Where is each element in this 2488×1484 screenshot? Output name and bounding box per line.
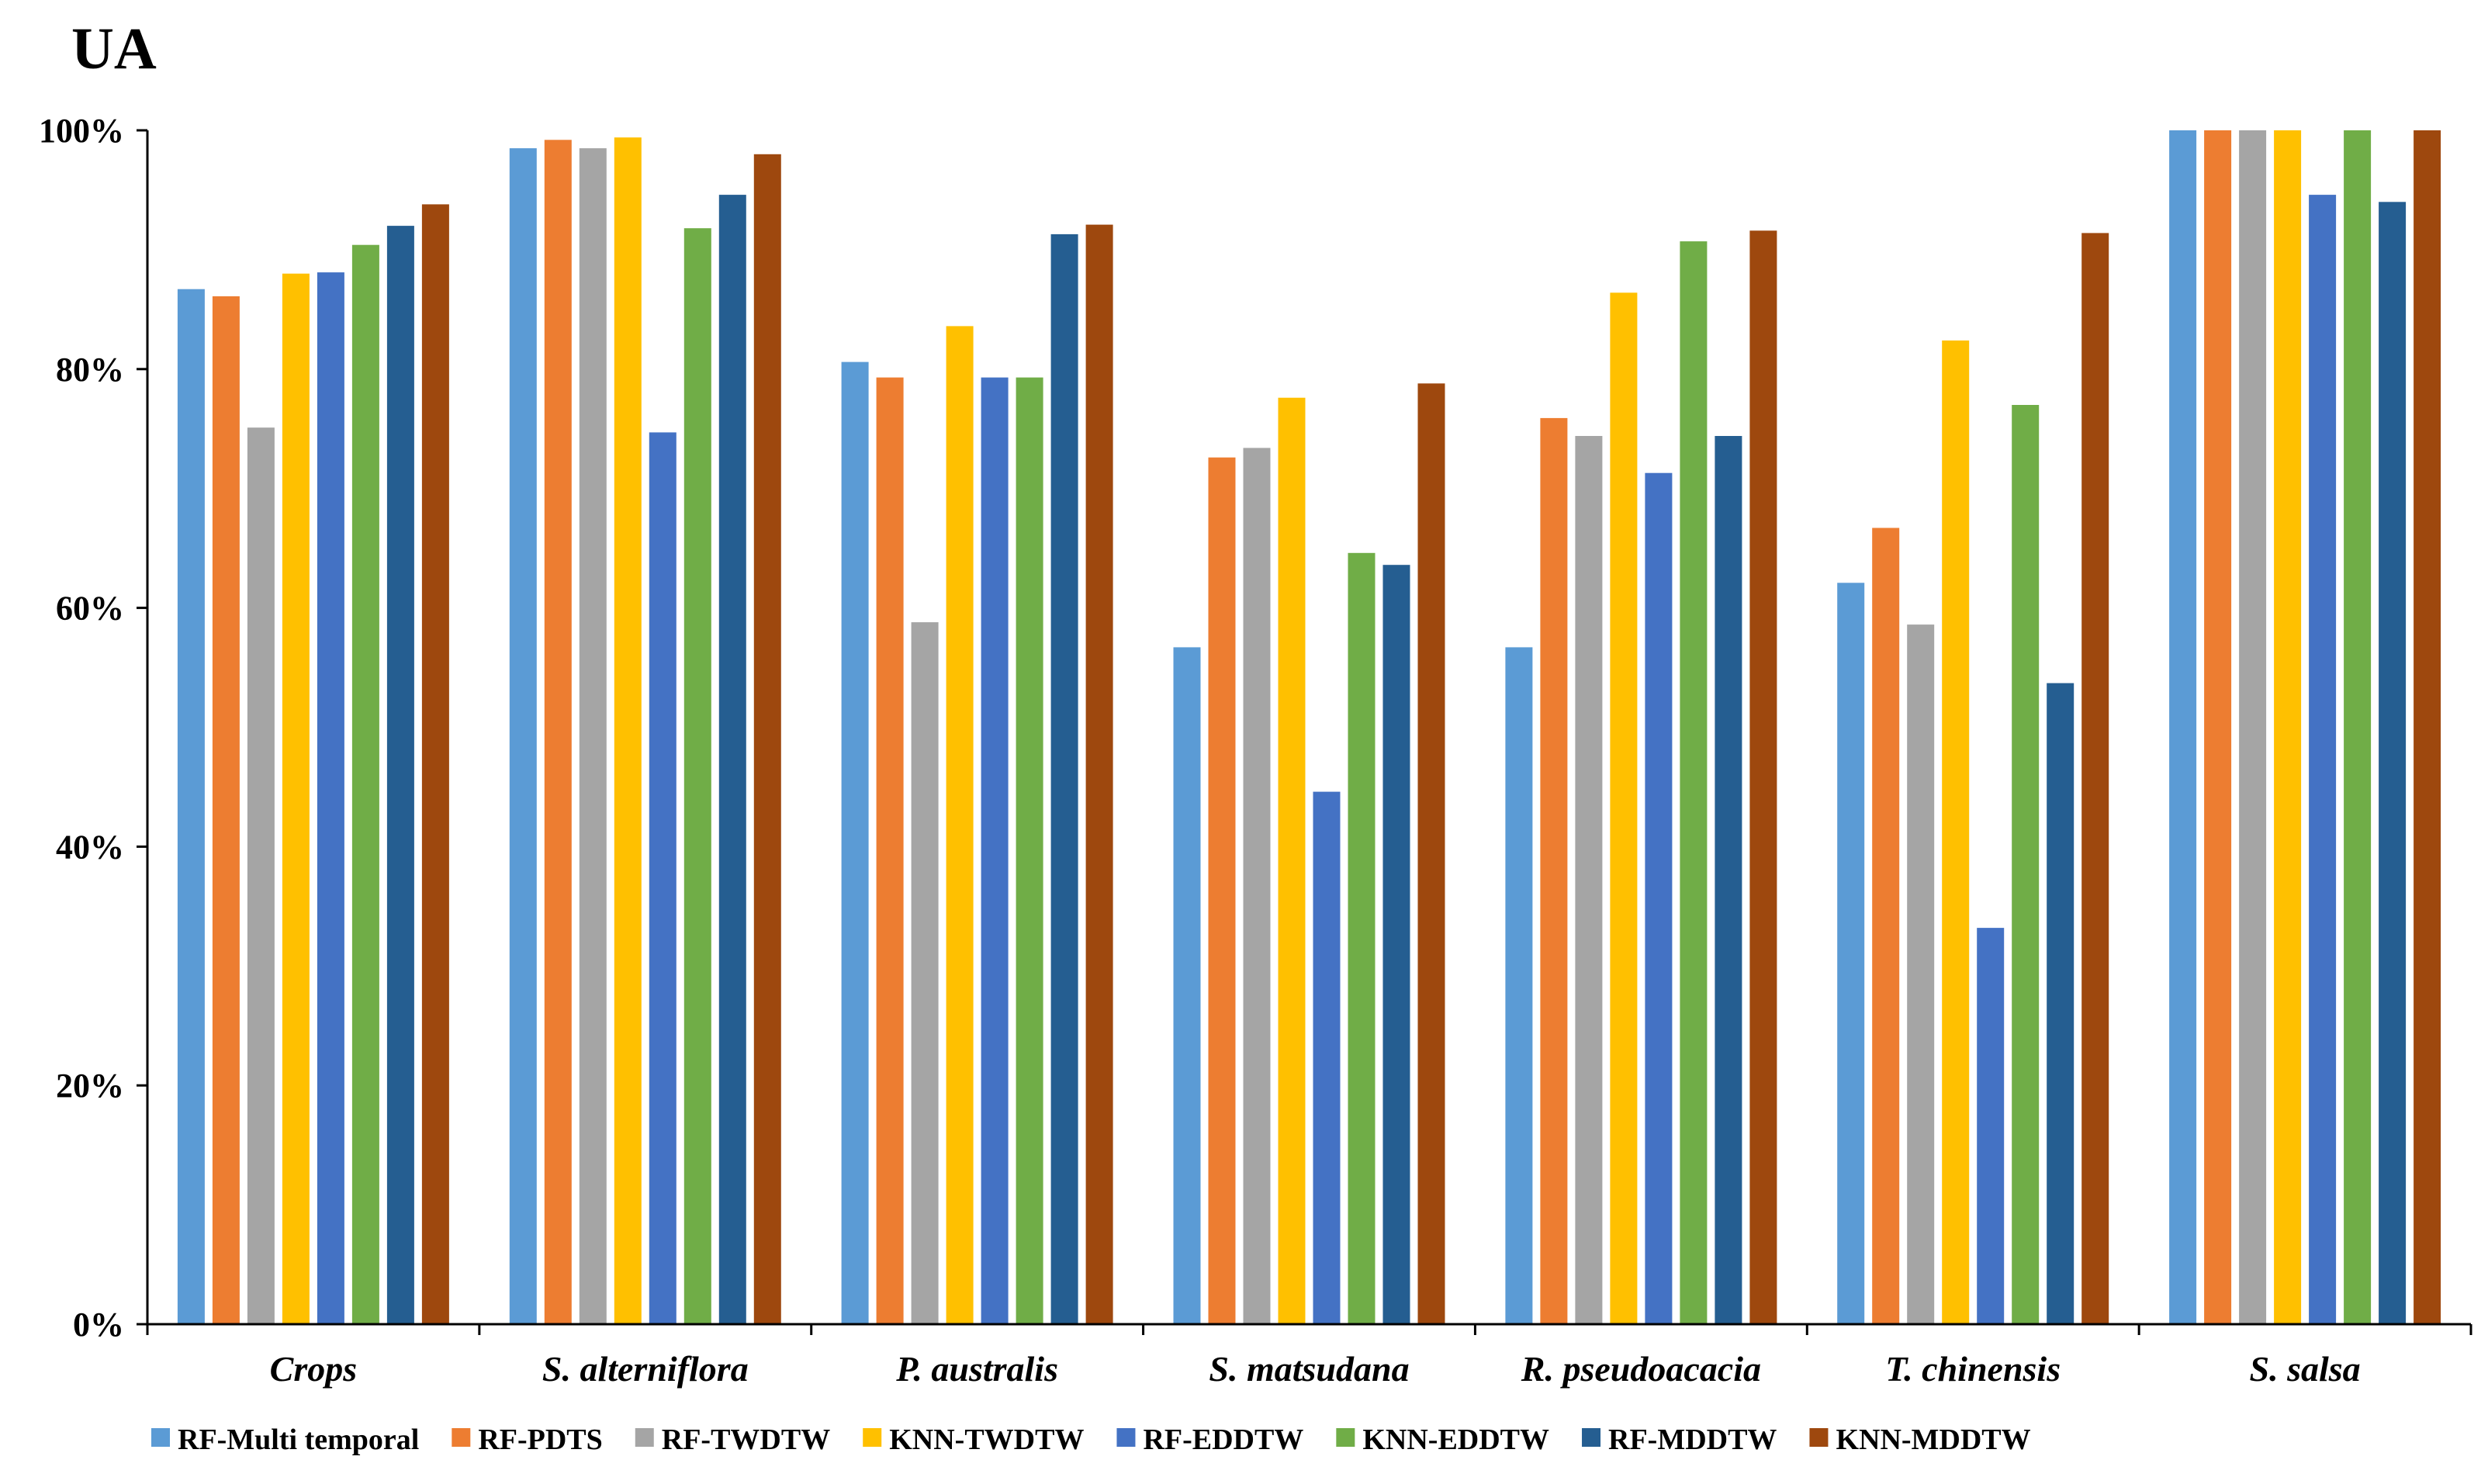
bar <box>911 622 939 1324</box>
legend-swatch <box>635 1428 654 1447</box>
bar <box>1575 436 1603 1324</box>
legend-label: RF-Multi temporal <box>178 1423 419 1456</box>
bar <box>649 432 677 1324</box>
bar <box>1610 292 1638 1324</box>
bar <box>1872 528 1900 1324</box>
bar <box>1050 233 1078 1324</box>
bar <box>1417 383 1445 1324</box>
y-axis: 0% 20% 40% 60% 80% 100% <box>39 112 147 1344</box>
bar <box>1016 377 1043 1325</box>
legend-swatch <box>1582 1428 1601 1447</box>
bar <box>2344 130 2372 1324</box>
legend-label: RF-TWDTW <box>662 1423 830 1456</box>
legend-swatch <box>1336 1428 1355 1447</box>
bar <box>1942 340 1970 1324</box>
x-tick-label: T. chinensis <box>1885 1349 2061 1389</box>
bar <box>282 273 310 1325</box>
legend-label: KNN-MDDTW <box>1836 1423 2030 1456</box>
bar <box>2379 202 2407 1324</box>
bar <box>981 377 1009 1325</box>
bar <box>614 137 642 1325</box>
bar <box>1540 417 1568 1324</box>
bar <box>317 272 344 1325</box>
bar <box>1505 647 1533 1324</box>
x-tick-label: S. alterniflora <box>542 1349 749 1389</box>
bar <box>1243 448 1271 1324</box>
bar <box>421 204 449 1324</box>
bar <box>1313 791 1341 1324</box>
bar <box>1173 647 1201 1324</box>
bar <box>1749 230 1777 1324</box>
bar <box>177 289 205 1325</box>
legend-label: RF-PDTS <box>478 1423 602 1456</box>
bar <box>247 427 275 1325</box>
bar <box>1208 457 1236 1325</box>
y-tick-label: 40% <box>56 828 124 866</box>
bar <box>1715 436 1742 1324</box>
legend-swatch <box>452 1428 471 1447</box>
bar <box>2047 683 2074 1324</box>
bar <box>683 228 711 1325</box>
bar <box>212 296 240 1324</box>
bar <box>718 195 746 1325</box>
bar <box>1907 624 1935 1324</box>
y-tick-label: 80% <box>56 351 124 389</box>
bar <box>1348 552 1375 1324</box>
bar <box>1837 583 1865 1324</box>
bar <box>1382 565 1410 1324</box>
legend-label: KNN-TWDTW <box>889 1423 1084 1456</box>
x-tick-label: P. australis <box>895 1349 1058 1389</box>
bar <box>509 148 537 1325</box>
bar <box>946 326 974 1324</box>
bar <box>351 244 379 1325</box>
y-tick-label: 20% <box>56 1067 124 1105</box>
chart-title: UA <box>71 16 157 81</box>
x-axis: Crops S. alterniflora P. australis S. matsu… <box>146 1324 2472 1389</box>
bar <box>2239 130 2267 1324</box>
bar <box>2414 130 2441 1324</box>
legend-label: RF-EDDTW <box>1143 1423 1303 1456</box>
bar <box>2081 233 2109 1324</box>
bar <box>841 361 869 1325</box>
legend-label: RF-MDDTW <box>1608 1423 1777 1456</box>
bar <box>2012 405 2040 1324</box>
legend-swatch <box>1809 1428 1829 1447</box>
bar <box>1977 928 2005 1324</box>
x-tick-label: Crops <box>270 1349 357 1389</box>
x-tick-label: S. salsa <box>2250 1349 2361 1389</box>
bar <box>2309 195 2337 1325</box>
bar <box>876 377 904 1325</box>
bar <box>753 154 781 1324</box>
legend-swatch <box>151 1428 170 1447</box>
y-tick-label: 60% <box>56 590 124 628</box>
legend-label: KNN-EDDTW <box>1362 1423 1549 1456</box>
bar <box>579 148 607 1325</box>
legend: RF-Multi temporal RF-PDTS RF-TWDTW KNN-TWDT… <box>151 1423 2031 1456</box>
x-tick-label: R. pseudoacacia <box>1521 1349 1761 1389</box>
bar <box>2274 130 2302 1324</box>
bar <box>544 140 572 1324</box>
bar <box>2204 130 2232 1324</box>
legend-swatch <box>1116 1428 1136 1447</box>
bar <box>1680 241 1708 1325</box>
bars <box>177 130 2441 1325</box>
bar <box>2169 130 2197 1324</box>
bar <box>1278 397 1306 1325</box>
y-tick-label: 0% <box>73 1306 124 1344</box>
bar <box>1645 472 1673 1325</box>
legend-swatch <box>863 1428 882 1447</box>
y-tick-label: 100% <box>39 112 124 150</box>
x-tick-label: S. matsudana <box>1209 1349 1409 1389</box>
bar <box>1085 224 1113 1325</box>
bar <box>386 226 414 1325</box>
